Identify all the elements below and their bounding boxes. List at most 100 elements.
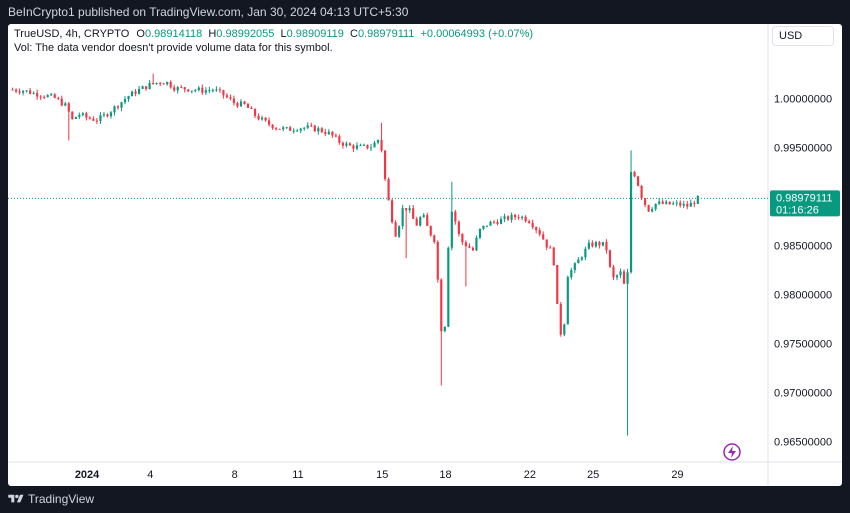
candle-body (64, 103, 67, 106)
time-tick-label: 15 (376, 469, 388, 481)
candle-body (229, 97, 232, 99)
candle-body (331, 131, 334, 136)
candle-body (369, 147, 373, 149)
candle-body (668, 201, 671, 205)
candle-body (693, 202, 696, 204)
candle-body (338, 136, 341, 143)
close-label: C (349, 28, 358, 40)
symbol-label: TrueUSD, 4h, CRYPTO (14, 28, 130, 40)
candle-body (658, 201, 661, 204)
candle-body (194, 90, 197, 92)
candle-body (260, 117, 264, 120)
currency-button[interactable]: USD (772, 26, 834, 46)
candle-body (162, 83, 165, 85)
candle-body (612, 266, 615, 278)
candle-body (380, 139, 383, 151)
candle-body (130, 91, 134, 97)
candle-body (123, 99, 127, 103)
candle-body (573, 263, 576, 271)
candle-body (584, 248, 587, 258)
tradingview-logo-icon (8, 494, 24, 503)
candle-body (443, 326, 446, 332)
candle-body (225, 95, 229, 98)
candle-body (352, 145, 355, 149)
candle-body (675, 202, 678, 204)
candle-body (88, 117, 91, 119)
candle-body (32, 92, 35, 94)
candle-body (454, 211, 457, 222)
candle-body (387, 179, 390, 201)
candle-body (556, 265, 559, 304)
candle-body (563, 324, 566, 335)
chart-panel[interactable]: 1.000000000.995000000.990000000.98500000… (8, 24, 842, 486)
candle-body (661, 201, 664, 204)
candle-body (552, 247, 555, 266)
footer-brand: TradingView (8, 489, 94, 509)
candles-group (11, 73, 699, 436)
candle-body (394, 222, 397, 237)
volume-note: Vol: The data vendor doesn't provide vol… (14, 42, 333, 54)
candle-body (236, 103, 239, 107)
candle-body (415, 218, 418, 226)
candle-body (566, 277, 569, 325)
candle-body (303, 127, 306, 129)
candle-body (355, 145, 359, 149)
candle-body (95, 120, 98, 122)
candle-body (22, 90, 25, 93)
candle-body (341, 142, 344, 146)
candle-body (67, 103, 70, 112)
open-label: O (136, 28, 145, 40)
candle-body (345, 143, 348, 146)
candle-body (362, 144, 366, 146)
candle-body (672, 203, 675, 205)
candle-body (542, 234, 545, 240)
candle-body (559, 303, 562, 335)
candle-body (257, 115, 260, 120)
candle-body (482, 225, 485, 229)
candle-body (176, 87, 179, 91)
candle-body (619, 271, 622, 276)
candle-body (503, 216, 506, 219)
candle-body (549, 247, 552, 249)
candle-body (605, 242, 608, 251)
candle-body (232, 98, 236, 104)
candle-body (74, 116, 77, 119)
candle-body (679, 202, 682, 206)
time-tick-label: 25 (587, 469, 599, 481)
candle-body (492, 221, 496, 223)
candle-body (183, 87, 186, 90)
candle-body (78, 114, 81, 117)
candle-body (102, 114, 106, 116)
candle-body (92, 118, 95, 121)
candle-body (166, 81, 169, 85)
candle-body (243, 101, 246, 105)
candle-body (239, 101, 243, 107)
candle-body (155, 82, 158, 84)
lightning-bolt-icon (728, 446, 736, 458)
candle-body (647, 204, 650, 212)
candle-body (689, 202, 692, 207)
candle-body (665, 201, 668, 204)
candle-body (204, 90, 207, 93)
candle-body (478, 228, 482, 238)
candle-body (292, 130, 295, 132)
candle-body (46, 95, 49, 98)
candle-body (250, 107, 253, 109)
candle-body (39, 96, 42, 98)
candle-body (405, 208, 408, 211)
candle-body (313, 125, 316, 132)
candle-body (510, 215, 513, 220)
candle-body (50, 94, 53, 96)
price-tick-label: 0.96500000 (774, 436, 832, 448)
candle-body (412, 208, 415, 219)
price-chart[interactable]: 1.000000000.995000000.990000000.98500000… (8, 24, 842, 486)
candle-body (317, 128, 320, 132)
candle-body (608, 250, 612, 267)
candle-body (598, 242, 601, 246)
candle-body (218, 89, 221, 91)
candle-body (197, 87, 200, 91)
candle-body (545, 239, 548, 248)
current-price-tag (770, 190, 840, 217)
candle-body (169, 81, 172, 88)
